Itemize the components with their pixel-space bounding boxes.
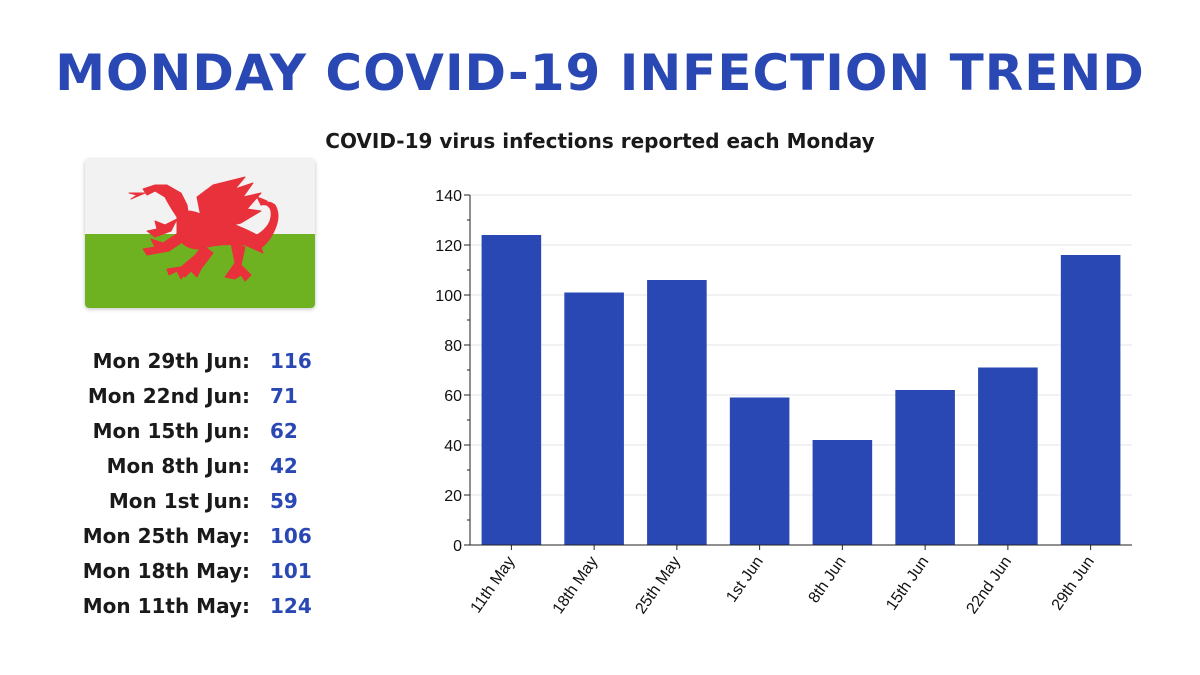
list-item-value: 116 — [270, 349, 312, 373]
bar-7 — [1060, 255, 1121, 545]
y-tick-label: 60 — [444, 388, 462, 405]
list-item: Mon 15th Jun: 62 — [80, 415, 340, 450]
list-item-value: 42 — [270, 454, 298, 478]
chart-title: COVID-19 virus infections reported each … — [325, 129, 875, 153]
x-tick-label: 18th May — [550, 554, 602, 618]
list-item: Mon 11th May: 124 — [80, 590, 340, 625]
list-item-label: Mon 29th Jun: — [92, 349, 250, 373]
list-item-label: Mon 8th Jun: — [106, 454, 250, 478]
list-item: Mon 18th May: 101 — [80, 555, 340, 590]
bar-5 — [895, 390, 955, 545]
bar-0 — [481, 235, 542, 545]
bar-3 — [729, 397, 790, 545]
chart-axes — [464, 194, 1132, 550]
dragon-icon — [128, 176, 279, 282]
bar-2 — [647, 280, 707, 545]
list-item-label: Mon 18th May: — [82, 559, 250, 583]
bar-4 — [812, 440, 873, 545]
x-tick-label: 22nd Jun — [963, 554, 1015, 618]
list-item-value: 71 — [270, 384, 298, 408]
list-item-label: Mon 1st Jun: — [108, 489, 250, 513]
y-tick-label: 40 — [444, 438, 462, 455]
y-tick-label: 120 — [435, 238, 462, 255]
x-tick-label: 29th Jun — [1049, 554, 1098, 614]
x-tick-label: 1st Jun — [723, 554, 767, 606]
list-item-value: 101 — [270, 559, 312, 583]
x-tick-label: 11th May — [468, 554, 519, 617]
list-item-value: 124 — [270, 594, 312, 618]
list-item: Mon 25th May: 106 — [80, 520, 340, 555]
y-tick-label: 140 — [435, 188, 462, 205]
weekly-counts-list: Mon 29th Jun: 116 Mon 22nd Jun: 71 Mon 1… — [80, 345, 340, 625]
page-title: MONDAY COVID-19 INFECTION TREND — [55, 44, 1145, 102]
list-item-label: Mon 22nd Jun: — [87, 384, 250, 408]
list-item: Mon 1st Jun: 59 — [80, 485, 340, 520]
list-item: Mon 8th Jun: 42 — [80, 450, 340, 485]
x-tick-label: 25th May — [632, 554, 684, 618]
list-item-label: Mon 11th May: — [82, 594, 250, 618]
chart-bars — [481, 235, 1121, 545]
wales-flag-image — [85, 159, 315, 308]
list-item-label: Mon 25th May: — [82, 524, 250, 548]
x-tick-label: 8th Jun — [806, 554, 850, 607]
bar-1 — [564, 292, 624, 545]
y-tick-label: 80 — [444, 338, 462, 355]
bar-6 — [978, 367, 1038, 545]
list-item-label: Mon 15th Jun: — [92, 419, 250, 443]
list-item: Mon 29th Jun: 116 — [80, 345, 340, 380]
y-tick-label: 100 — [435, 288, 462, 305]
list-item-value: 59 — [270, 489, 298, 513]
list-item-value: 62 — [270, 419, 298, 443]
x-tick-label: 15th Jun — [883, 554, 932, 614]
list-item-value: 106 — [270, 524, 312, 548]
y-tick-label: 0 — [453, 538, 462, 555]
y-tick-label: 20 — [444, 488, 462, 505]
list-item: Mon 22nd Jun: 71 — [80, 380, 340, 415]
